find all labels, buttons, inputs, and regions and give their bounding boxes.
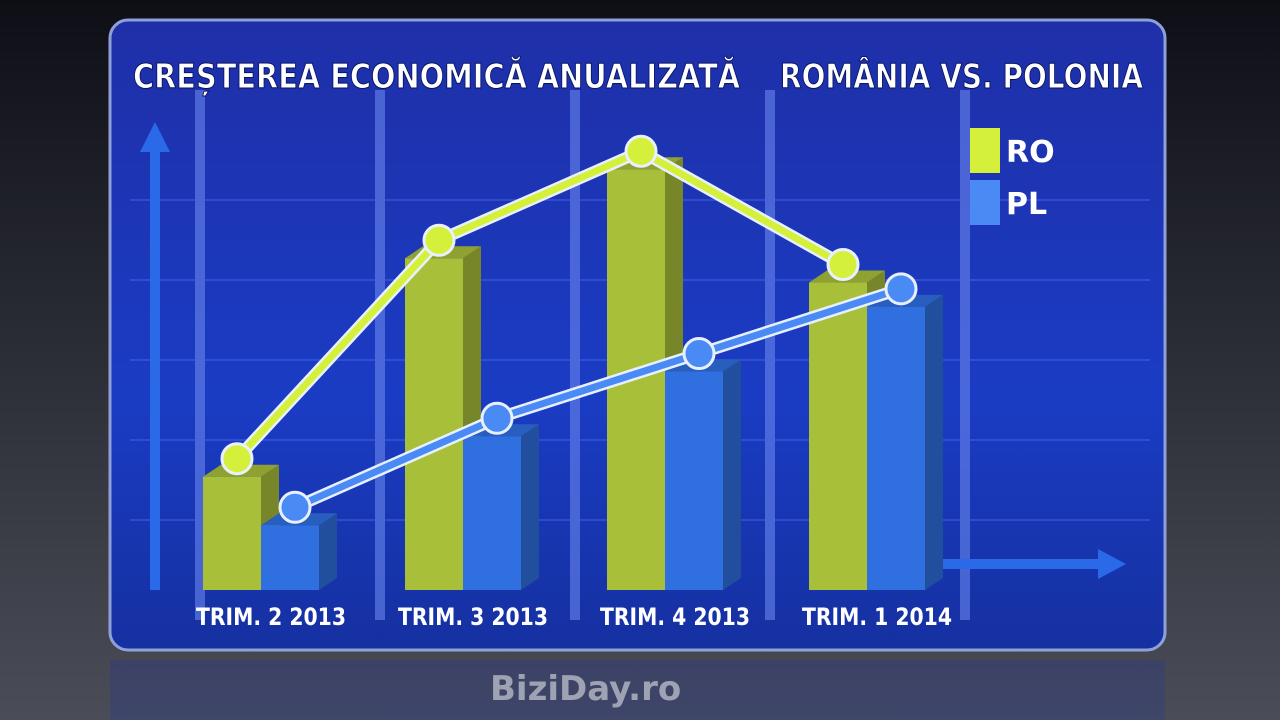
bar <box>405 258 463 590</box>
line-marker <box>220 442 254 476</box>
bar <box>203 476 261 590</box>
line-marker <box>278 490 312 524</box>
x-tick-label: TRIM. 1 2014 <box>802 603 952 631</box>
legend-swatch <box>970 128 1000 173</box>
legend-swatch <box>970 180 1000 225</box>
bar <box>867 306 925 590</box>
line-marker <box>480 401 514 435</box>
chart-subtitle: ROMÂNIA VS. POLONIA <box>780 56 1144 97</box>
line-inner <box>293 285 903 511</box>
bar-side <box>319 513 337 590</box>
bar-side <box>521 424 539 590</box>
line-inner <box>234 147 845 462</box>
axis-arrows <box>140 122 1126 590</box>
bar <box>463 436 521 590</box>
reflection <box>110 660 1165 720</box>
line-marker <box>884 272 918 306</box>
x-tick-label: TRIM. 3 2013 <box>398 603 548 631</box>
watermark: BiziDay.ro <box>490 669 681 709</box>
line-marker <box>682 337 716 371</box>
chart-title: CREȘTEREA ECONOMICĂ ANUALIZATĂ <box>133 56 741 97</box>
bar <box>261 525 319 590</box>
x-tick-label: TRIM. 2 2013 <box>196 603 346 631</box>
bar-side <box>723 359 741 590</box>
x-tick-label: TRIM. 4 2013 <box>600 603 750 631</box>
line-marker <box>422 223 456 257</box>
bar <box>809 282 867 590</box>
line-marker <box>826 248 860 282</box>
legend-label: PL <box>1006 187 1047 222</box>
bar <box>665 371 723 590</box>
line-marker <box>624 134 658 168</box>
legend-label: RO <box>1006 135 1055 170</box>
bar-side <box>925 294 943 590</box>
